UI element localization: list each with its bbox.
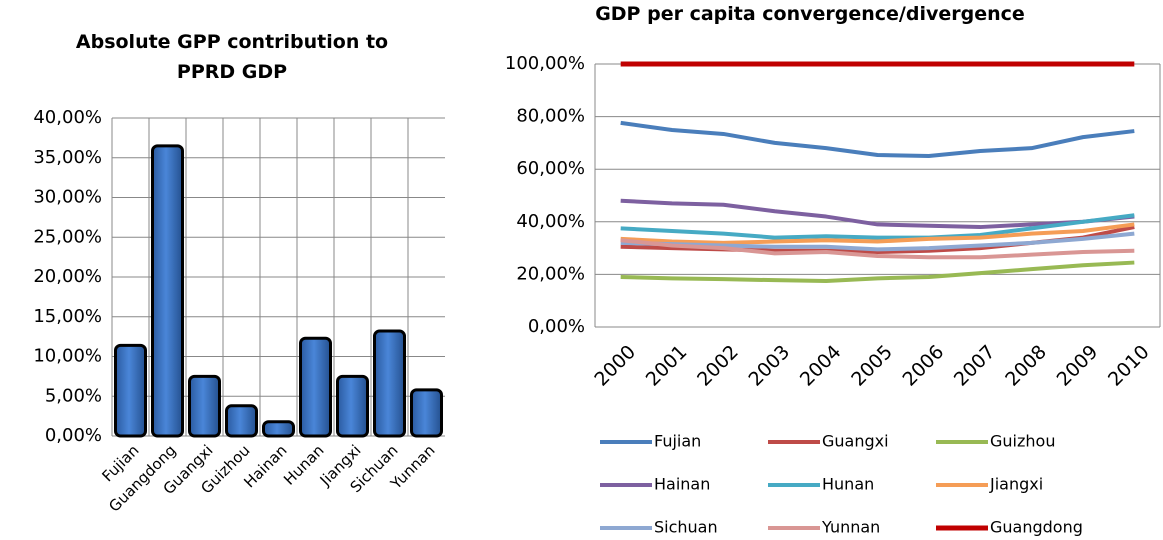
x-tick-label: 2003 bbox=[744, 341, 794, 391]
y-tick-label: 25,00% bbox=[33, 226, 102, 247]
title-line: GDP per capita convergence/divergence bbox=[595, 3, 1025, 25]
legend-label: Sichuan bbox=[654, 518, 718, 537]
y-tick-label: 100,00% bbox=[505, 53, 585, 74]
x-tick-label: 2000 bbox=[590, 341, 640, 391]
y-tick-label: 35,00% bbox=[33, 147, 102, 168]
legend-label: Hunan bbox=[822, 475, 874, 494]
y-tick-label: 60,00% bbox=[516, 158, 585, 179]
y-tick-label: 15,00% bbox=[33, 306, 102, 327]
series-line bbox=[620, 213, 1135, 240]
x-tick-label: 2001 bbox=[642, 341, 692, 391]
series-line bbox=[620, 238, 1135, 260]
x-tick-label: 2009 bbox=[1053, 341, 1103, 391]
bar bbox=[299, 336, 332, 438]
x-tick-label: 2006 bbox=[899, 341, 949, 391]
bar bbox=[188, 374, 221, 438]
chart-title: Absolute GPP contribution to PPRD GDP bbox=[76, 31, 388, 83]
x-tick-label: 2007 bbox=[950, 341, 1000, 391]
series-line bbox=[620, 222, 1135, 245]
series-line bbox=[620, 120, 1135, 159]
y-tick-label: 20,00% bbox=[33, 266, 102, 287]
bar bbox=[410, 388, 443, 438]
y-tick-label: 10,00% bbox=[33, 346, 102, 367]
series-line bbox=[620, 260, 1135, 283]
y-tick-label: 0,00% bbox=[528, 316, 585, 337]
bar bbox=[151, 144, 184, 438]
bar bbox=[114, 343, 147, 438]
legend-label: Guizhou bbox=[990, 432, 1055, 451]
y-tick-label: 40,00% bbox=[33, 107, 102, 128]
series-line bbox=[620, 198, 1135, 230]
x-tick-label: 2005 bbox=[847, 341, 897, 391]
y-tick-label: 5,00% bbox=[45, 385, 102, 406]
legend-label: Guangdong bbox=[990, 518, 1083, 537]
x-tick-label: 2010 bbox=[1104, 341, 1154, 391]
chart-title: GDP per capita convergence/divergence bbox=[595, 3, 1025, 25]
title-line: PPRD GDP bbox=[177, 61, 287, 83]
series-line bbox=[620, 231, 1135, 252]
legend-label: Hainan bbox=[654, 475, 710, 494]
bar bbox=[373, 329, 406, 438]
y-tick-label: 0,00% bbox=[45, 425, 102, 446]
x-tick-label: 2004 bbox=[796, 341, 846, 391]
legend-label: Fujian bbox=[654, 432, 701, 451]
bar bbox=[225, 404, 258, 438]
x-tick-label: 2002 bbox=[693, 341, 743, 391]
bar bbox=[262, 420, 295, 438]
legend-label: Jiangxi bbox=[989, 475, 1043, 494]
bar bbox=[336, 374, 369, 438]
legend-label: Yunnan bbox=[821, 518, 880, 537]
y-tick-label: 80,00% bbox=[516, 106, 585, 127]
y-tick-label: 40,00% bbox=[516, 211, 585, 232]
y-tick-label: 20,00% bbox=[516, 263, 585, 284]
title-line: Absolute GPP contribution to bbox=[76, 31, 388, 53]
y-tick-label: 30,00% bbox=[33, 187, 102, 208]
legend-label: Guangxi bbox=[822, 432, 889, 451]
x-tick-label: 2008 bbox=[1001, 341, 1051, 391]
